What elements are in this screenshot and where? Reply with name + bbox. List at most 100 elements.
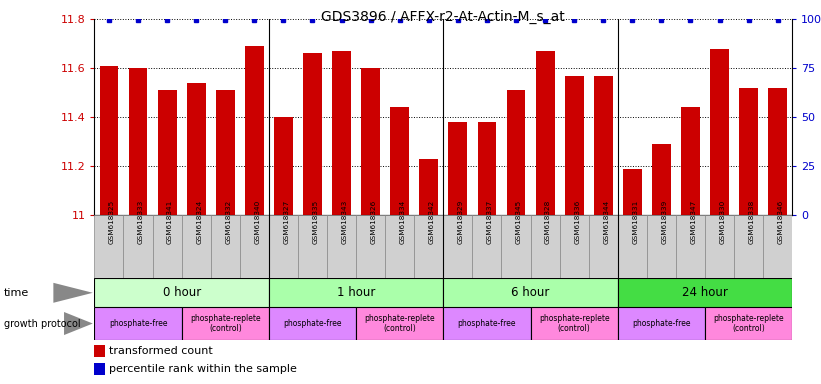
Bar [535,51,554,215]
Text: GSM618340: GSM618340 [255,199,260,243]
Text: GSM618347: GSM618347 [690,199,696,243]
Bar [443,278,618,307]
Text: GSM618327: GSM618327 [283,199,290,243]
Text: GSM618337: GSM618337 [487,199,493,243]
Bar [560,215,589,278]
Bar [448,122,467,215]
Bar [269,278,443,307]
Bar [472,215,502,278]
Text: phosphate-replete
(control): phosphate-replete (control) [190,314,260,333]
Bar [530,307,618,340]
Text: percentile rank within the sample: percentile rank within the sample [109,364,296,374]
Bar [647,215,676,278]
Bar [356,215,385,278]
Bar [617,307,705,340]
Bar [99,66,118,215]
Text: GSM618341: GSM618341 [167,199,173,243]
Bar [94,363,105,375]
Text: GSM618331: GSM618331 [632,199,639,243]
Text: GSM618333: GSM618333 [138,199,144,243]
Bar [327,215,356,278]
Bar [245,46,264,215]
Bar [94,346,105,357]
Bar [298,215,327,278]
Bar [94,307,181,340]
Text: growth protocol: growth protocol [4,318,80,329]
Bar [705,215,734,278]
Text: GSM618334: GSM618334 [400,199,406,243]
Bar [594,76,612,215]
Text: 1 hour: 1 hour [337,286,375,299]
Bar [186,83,205,215]
Text: GSM618326: GSM618326 [370,199,377,243]
Bar [123,215,153,278]
Text: GSM618324: GSM618324 [196,199,202,243]
Bar [361,68,380,215]
Bar [739,88,758,215]
Bar [530,215,560,278]
Bar [617,278,792,307]
Bar [710,49,729,215]
Text: phosphate-replete
(control): phosphate-replete (control) [713,314,784,333]
Text: phosphate-replete
(control): phosphate-replete (control) [539,314,609,333]
Bar [565,76,584,215]
Text: 24 hour: 24 hour [682,286,728,299]
Bar [153,215,181,278]
Text: GSM618329: GSM618329 [458,199,464,243]
Text: GSM618344: GSM618344 [603,199,609,243]
Text: 0 hour: 0 hour [163,286,201,299]
Polygon shape [53,283,93,303]
Bar [764,215,792,278]
Text: GSM618336: GSM618336 [574,199,580,243]
Bar [390,108,409,215]
Text: GSM618339: GSM618339 [662,199,667,243]
Bar [443,307,530,340]
Bar [181,307,269,340]
Polygon shape [64,312,93,335]
Bar [420,159,438,215]
Text: time: time [4,288,30,298]
Text: GDS3896 / AFFX-r2-At-Actin-M_s_at: GDS3896 / AFFX-r2-At-Actin-M_s_at [322,10,565,24]
Bar [734,215,764,278]
Bar [274,117,293,215]
Text: GSM618330: GSM618330 [719,199,726,243]
Bar [768,88,787,215]
Bar [681,108,700,215]
Bar [333,51,351,215]
Bar [618,215,647,278]
Bar [269,307,356,340]
Bar [589,215,618,278]
Text: GSM618335: GSM618335 [313,199,319,243]
Bar [303,53,322,215]
Text: GSM618325: GSM618325 [109,199,115,243]
Bar [652,144,671,215]
Text: 6 hour: 6 hour [511,286,550,299]
Text: GSM618332: GSM618332 [225,199,232,243]
Text: GSM618328: GSM618328 [545,199,551,243]
Bar [129,68,148,215]
Bar [478,122,497,215]
Bar [676,215,705,278]
Bar [240,215,269,278]
Bar [94,215,123,278]
Bar [443,215,472,278]
Text: GSM618338: GSM618338 [749,199,754,243]
Bar [269,215,298,278]
Bar [623,169,642,215]
Bar [158,90,177,215]
Bar [216,90,235,215]
Bar [705,307,792,340]
Text: phosphate-free: phosphate-free [108,319,167,328]
Text: GSM618343: GSM618343 [342,199,347,243]
Bar [181,215,211,278]
Bar [211,215,240,278]
Text: GSM618345: GSM618345 [516,199,522,243]
Text: phosphate-free: phosphate-free [283,319,342,328]
Text: phosphate-free: phosphate-free [632,319,690,328]
Bar [356,307,443,340]
Text: phosphate-replete
(control): phosphate-replete (control) [365,314,435,333]
Bar [502,215,530,278]
Bar [507,90,525,215]
Text: GSM618346: GSM618346 [777,199,784,243]
Text: GSM618342: GSM618342 [429,199,435,243]
